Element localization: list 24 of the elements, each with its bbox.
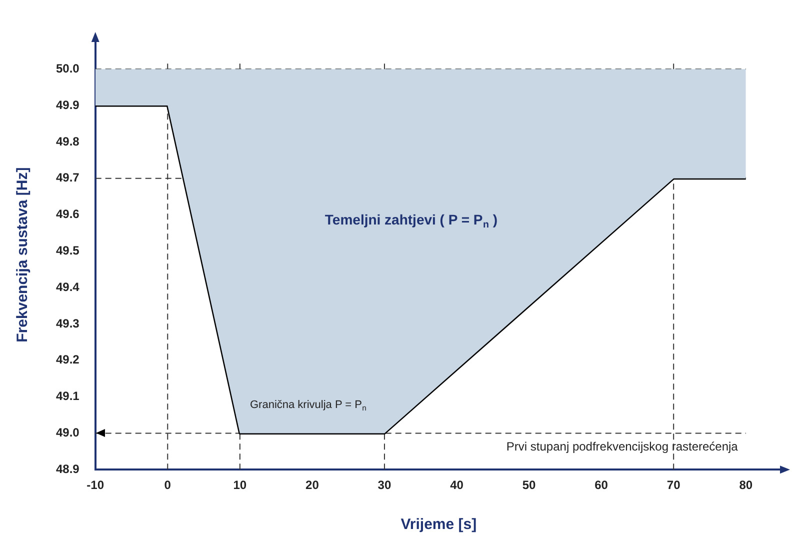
y-tick-label: 48.9 xyxy=(56,462,80,476)
x-tick-label: 80 xyxy=(739,478,753,492)
y-tick-label: 49.8 xyxy=(56,134,80,148)
y-tick-label: 49.0 xyxy=(56,426,80,440)
y-tick-label: 49.9 xyxy=(56,98,80,112)
x-tick-label: -10 xyxy=(86,478,104,492)
x-tick-label: 70 xyxy=(666,478,681,492)
y-tick-label: 50.0 xyxy=(56,61,80,76)
x-tick-label: 50 xyxy=(522,478,536,492)
x-tick-label: 10 xyxy=(233,478,247,492)
x-tick-label: 0 xyxy=(164,478,172,492)
y-tick-label: 49.2 xyxy=(56,352,80,367)
x-tick-label: 60 xyxy=(594,478,608,492)
x-axis-title: Vrijeme [s] xyxy=(400,516,477,534)
y-tick-label: 49.6 xyxy=(56,207,80,222)
x-tick-label: 20 xyxy=(306,478,320,492)
x-tick-label: 30 xyxy=(378,478,392,492)
x-tick-label: 40 xyxy=(450,478,464,492)
y-tick-label: 49.7 xyxy=(56,170,80,185)
y-tick-label: 49.5 xyxy=(56,243,80,258)
y-tick-label: 49.4 xyxy=(56,280,80,294)
y-tick-label: 49.1 xyxy=(56,389,80,404)
y-tick-label: 49.3 xyxy=(56,316,80,330)
y-axis-title: Frekvencija sustava [Hz] xyxy=(14,167,32,342)
